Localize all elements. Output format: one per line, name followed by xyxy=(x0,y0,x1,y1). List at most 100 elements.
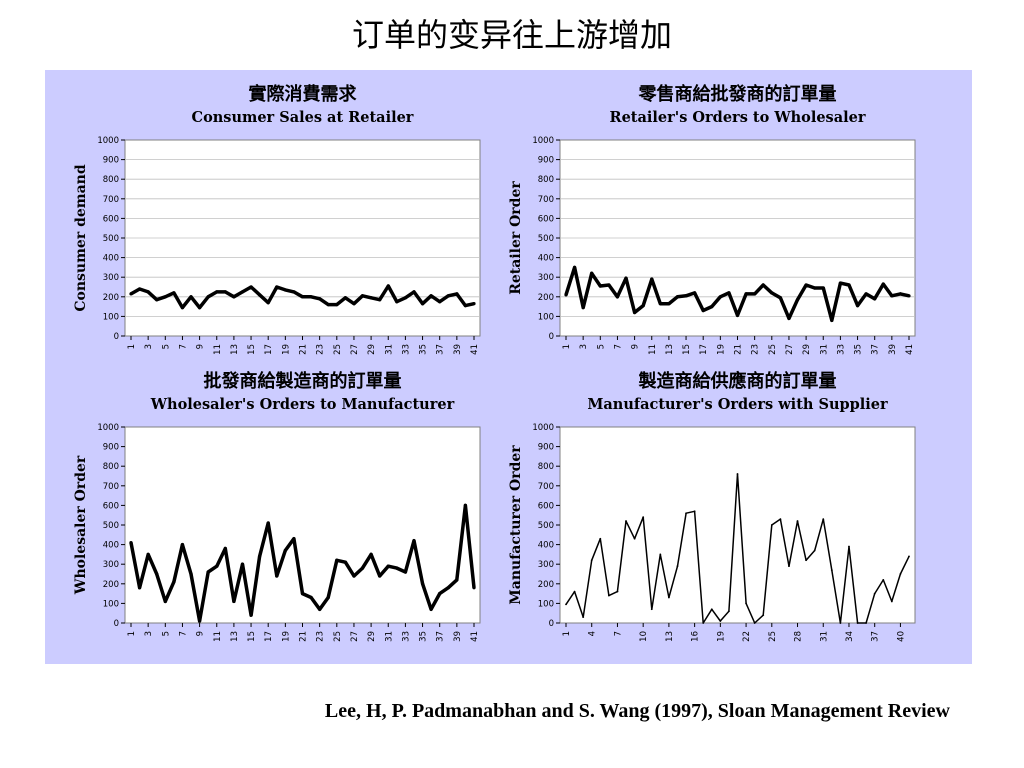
data-point xyxy=(607,283,611,287)
data-point xyxy=(864,292,868,296)
data-point xyxy=(283,548,287,553)
data-point xyxy=(266,301,270,305)
data-point xyxy=(386,564,390,568)
x-tick-label: 1 xyxy=(127,631,137,636)
slide-title: 订单的变异往上游增加 xyxy=(351,16,672,54)
data-point xyxy=(907,294,911,298)
x-tick-label: 37 xyxy=(871,344,881,355)
data-point xyxy=(420,302,425,306)
data-point xyxy=(890,600,893,603)
data-point xyxy=(266,521,270,525)
y-tick-label: 900 xyxy=(538,156,554,166)
data-point xyxy=(676,565,679,568)
x-tick-label: 1 xyxy=(562,344,572,349)
chart-consumer-sales-svg: 實際消費需求 Consumer Sales at Retailer 0 100 200 3… xyxy=(73,83,481,355)
data-point xyxy=(718,295,722,299)
x-tick-label: 17 xyxy=(264,344,274,355)
x-tick-label: 22 xyxy=(742,631,752,642)
data-point xyxy=(582,616,585,619)
x-tick-label: 9 xyxy=(196,344,206,349)
data-point xyxy=(172,291,176,295)
data-point xyxy=(129,541,133,545)
data-point xyxy=(146,552,150,556)
data-point xyxy=(438,592,442,596)
data-point xyxy=(761,283,765,287)
x-tick-label: 7 xyxy=(178,344,188,349)
data-point xyxy=(873,592,876,595)
data-point xyxy=(890,294,894,298)
y-tick-label: 100 xyxy=(538,312,554,322)
y-tick-label: 200 xyxy=(103,580,119,590)
x-tick-label: 10 xyxy=(639,631,649,642)
y-tick-label: 1000 xyxy=(97,423,119,433)
x-tick-label: 21 xyxy=(734,344,744,355)
x-tick-label: 4 xyxy=(588,631,598,636)
x-tick-label: 19 xyxy=(281,631,291,642)
y-axis-label: Retailer Order xyxy=(508,181,524,295)
data-point xyxy=(189,295,193,299)
x-tick-label: 25 xyxy=(333,631,343,642)
data-point xyxy=(565,603,567,606)
y-tick-label: 600 xyxy=(103,501,119,511)
data-point xyxy=(607,594,610,597)
y-axis-label: Wholesaler Order xyxy=(73,455,89,595)
data-point xyxy=(189,572,193,576)
data-point xyxy=(275,574,279,578)
chart-title-cn: 製造商給供應商的訂單量 xyxy=(638,370,837,392)
y-tick-label: 800 xyxy=(103,175,119,185)
data-point xyxy=(770,524,773,526)
data-point xyxy=(667,302,671,306)
x-tick-label: 5 xyxy=(161,631,171,636)
x-tick-label: 1 xyxy=(562,631,572,636)
data-point xyxy=(865,622,868,624)
x-tick-label: 7 xyxy=(613,344,623,349)
data-point xyxy=(318,607,322,611)
x-tick-label: 29 xyxy=(802,344,812,355)
y-tick-label: 600 xyxy=(103,214,119,224)
x-tick-label: 23 xyxy=(316,344,326,355)
y-tick-label: 200 xyxy=(538,580,554,590)
data-point xyxy=(472,302,476,306)
y-axis-label: Manufacturer Order xyxy=(508,445,524,605)
chart-manufacturer-orders: 製造商給供應商的訂單量 Manufacturer's Orders with Su… xyxy=(500,365,950,655)
y-tick-label: 500 xyxy=(538,234,554,244)
data-point xyxy=(855,304,860,308)
y-tick-label: 500 xyxy=(103,234,119,244)
y-tick-label: 0 xyxy=(114,619,119,629)
data-point xyxy=(770,291,774,295)
y-tick-label: 900 xyxy=(103,443,119,453)
x-tick-label: 31 xyxy=(819,344,829,355)
data-point xyxy=(590,271,594,275)
data-point xyxy=(232,295,236,299)
data-point xyxy=(172,580,176,584)
x-tick-label: 13 xyxy=(665,631,675,642)
chart-wholesaler-orders-svg: 批發商給製造商的訂單量 Wholesaler's Orders to Manufa… xyxy=(73,370,481,642)
x-tick-label: 27 xyxy=(350,344,360,355)
chart-title: Manufacturer's Orders with Supplier xyxy=(587,396,888,413)
chart-manufacturer-orders-svg: 製造商給供應商的訂單量 Manufacturer's Orders with Su… xyxy=(508,370,916,642)
y-tick-label: 0 xyxy=(549,619,554,629)
y-tick-label: 500 xyxy=(103,521,119,531)
x-tick-label: 17 xyxy=(264,631,274,642)
x-tick-label: 1 xyxy=(127,344,137,349)
data-point xyxy=(745,602,747,605)
x-tick-label: 17 xyxy=(699,344,709,355)
x-tick-label: 35 xyxy=(419,631,429,642)
y-tick-label: 800 xyxy=(103,462,119,472)
data-point xyxy=(249,613,253,617)
data-point xyxy=(581,305,585,310)
data-point xyxy=(590,559,593,562)
data-point xyxy=(778,296,782,300)
x-tick-label: 35 xyxy=(419,344,429,355)
y-tick-label: 700 xyxy=(103,482,119,492)
x-tick-label: 3 xyxy=(144,344,154,349)
x-tick-label: 13 xyxy=(230,631,240,642)
data-point xyxy=(719,620,722,622)
x-tick-label: 15 xyxy=(247,631,257,642)
data-point xyxy=(343,296,347,300)
x-tick-label: 25 xyxy=(768,631,778,642)
data-point xyxy=(830,318,834,322)
data-point xyxy=(899,573,902,575)
data-point xyxy=(309,295,313,299)
data-point xyxy=(240,562,245,566)
